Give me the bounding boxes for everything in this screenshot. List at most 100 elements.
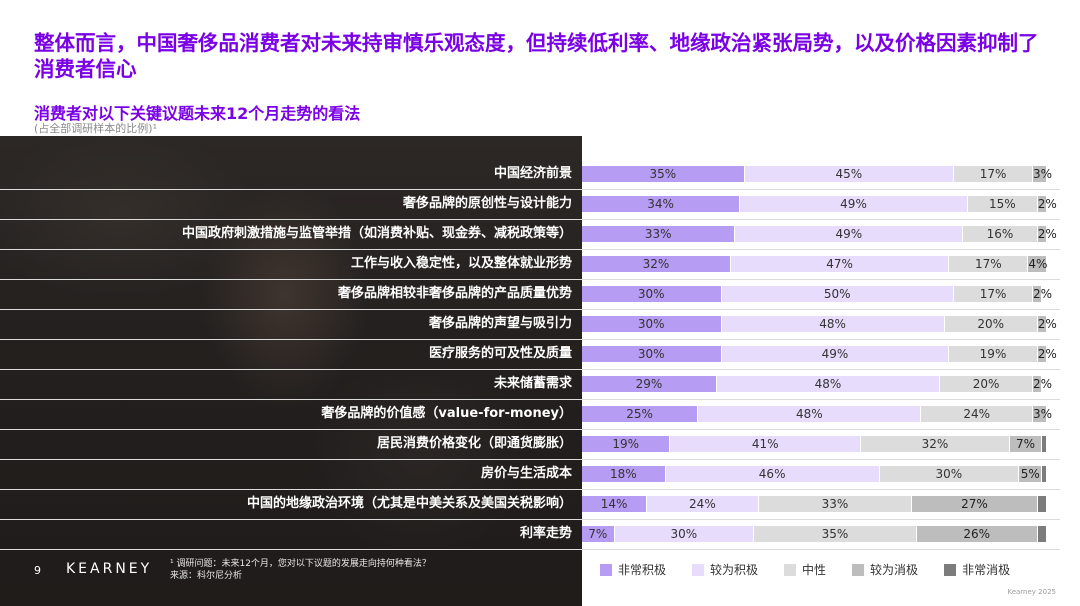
data-label: 24% xyxy=(689,497,716,511)
bar-segment: 30% xyxy=(582,346,722,362)
category-label: 奢侈品牌的声望与吸引力 xyxy=(428,316,572,331)
row-separator xyxy=(0,489,1060,490)
category-label: 中国政府刺激措施与监管举措（如消费补贴、现金券、减税政策等） xyxy=(181,226,572,241)
bar-segment: 7% xyxy=(582,526,615,542)
bar-segment: 35% xyxy=(582,166,745,182)
data-label: 19% xyxy=(979,347,1007,361)
data-label: 48% xyxy=(796,407,823,421)
data-label: 49% xyxy=(835,227,863,241)
data-label: 5% xyxy=(1020,467,1040,481)
bar-segment: 16% xyxy=(963,226,1038,242)
legend-item: 较为消极 xyxy=(852,561,918,578)
category-label: 奢侈品牌的价值感（value-for-money） xyxy=(321,406,572,421)
data-label: 17% xyxy=(975,257,1002,271)
row-separator xyxy=(0,519,1060,520)
row-separator xyxy=(0,309,1060,310)
bar-segment: 30% xyxy=(879,466,1020,482)
data-label: 30% xyxy=(935,467,963,481)
bar-segment: 19% xyxy=(949,346,1038,362)
chart-subtitle: 消费者对以下关键议题未来12个月走势的看法 xyxy=(34,104,361,123)
bar-segment: 30% xyxy=(614,526,755,542)
data-label: 2% xyxy=(1037,347,1057,361)
data-label: 34% xyxy=(647,197,674,211)
row-separator xyxy=(0,429,1060,430)
data-label: 24% xyxy=(963,407,991,421)
data-label: 32% xyxy=(642,257,670,271)
page-title: 整体而言，中国奢侈品消费者对未来持审慎乐观态度，但持续低利率、地缘政治紧张局势，… xyxy=(34,31,1039,81)
legend-swatch xyxy=(600,563,612,576)
bar-segment xyxy=(1042,436,1047,452)
data-label: 35% xyxy=(821,527,849,541)
chart-note: (占全部调研样本的比例)¹ xyxy=(34,122,157,135)
data-label: 45% xyxy=(835,167,863,181)
bar-segment: 14% xyxy=(582,496,648,512)
bar-segment: 34% xyxy=(582,196,741,212)
category-label: 中国的地缘政治环境（尤其是中美关系及美国关税影响） xyxy=(246,496,572,511)
background-photo xyxy=(0,136,582,606)
data-label: 33% xyxy=(644,227,672,241)
bar-segment xyxy=(1037,496,1047,512)
bar-segment: 2% xyxy=(1037,346,1057,362)
data-label: 17% xyxy=(979,287,1007,301)
data-label: 41% xyxy=(751,437,779,451)
bar-segment: 24% xyxy=(921,406,1034,422)
data-label: 47% xyxy=(826,257,853,271)
data-label: 33% xyxy=(821,497,849,511)
data-label: 50% xyxy=(823,287,851,301)
bar-segment: 32% xyxy=(861,436,1010,452)
row-separator xyxy=(0,369,1060,370)
bar-segment: 3% xyxy=(1033,406,1052,422)
bar-segment: 4% xyxy=(1028,256,1047,272)
category-label: 未来储蓄需求 xyxy=(493,376,572,391)
row-separator xyxy=(0,459,1060,460)
row-separator xyxy=(0,279,1060,280)
category-label: 奢侈品牌的原创性与设计能力 xyxy=(402,196,572,211)
data-label: 2% xyxy=(1037,227,1057,241)
data-label: 35% xyxy=(649,167,677,181)
category-label: 居民消费价格变化（即通货膨胀） xyxy=(376,436,572,451)
bar-segment: 45% xyxy=(744,166,954,182)
bar-segment: 15% xyxy=(967,196,1038,212)
data-label: 17% xyxy=(979,167,1007,181)
data-label: 26% xyxy=(963,527,991,541)
bar-segment: 41% xyxy=(670,436,861,452)
data-label: 2% xyxy=(1037,197,1057,211)
data-label: 4% xyxy=(1028,257,1048,271)
data-label: 48% xyxy=(819,317,846,331)
bar-segment: 27% xyxy=(912,496,1038,512)
category-label: 医疗服务的可及性及质量 xyxy=(428,346,572,361)
bar-segment: 2% xyxy=(1033,286,1052,302)
category-label: 中国经济前景 xyxy=(493,166,572,181)
bar-segment: 19% xyxy=(582,436,671,452)
bar-segment: 2% xyxy=(1037,316,1057,332)
bar-segment: 20% xyxy=(940,376,1034,392)
row-separator xyxy=(0,339,1060,340)
footnote: ¹ 调研问题：未来12个月，您对以下议题的发展走向持何种看法？ 来源：科尔尼分析 xyxy=(170,558,431,582)
bar-segment: 49% xyxy=(721,346,950,362)
data-label: 30% xyxy=(670,527,698,541)
bar-segment: 33% xyxy=(582,226,736,242)
bar-segment: 35% xyxy=(754,526,917,542)
legend-item: 中性 xyxy=(784,561,826,578)
legend-swatch xyxy=(784,563,797,576)
data-label: 2% xyxy=(1033,377,1053,391)
category-label: 工作与收入稳定性，以及整体就业形势 xyxy=(350,256,572,271)
data-label: 15% xyxy=(988,197,1016,211)
bar-segment: 48% xyxy=(721,316,945,332)
bar-segment: 17% xyxy=(954,286,1034,302)
bar-segment: 17% xyxy=(949,256,1029,272)
category-label: 房价与生活成本 xyxy=(480,466,572,481)
photo-overlay xyxy=(0,136,582,606)
legend-swatch xyxy=(944,563,957,576)
data-label: 16% xyxy=(986,227,1014,241)
bar-segment: 24% xyxy=(647,496,759,512)
data-label: 49% xyxy=(840,197,867,211)
legend-label: 较为积极 xyxy=(710,563,759,577)
data-label: 19% xyxy=(612,437,639,451)
legend-item: 较为积极 xyxy=(692,561,758,578)
data-label: 48% xyxy=(814,377,842,391)
row-separator xyxy=(0,399,1060,400)
bar-segment: 32% xyxy=(582,256,731,272)
bar-segment: 25% xyxy=(582,406,699,422)
kearney-logo: KEARNEY xyxy=(66,561,153,577)
